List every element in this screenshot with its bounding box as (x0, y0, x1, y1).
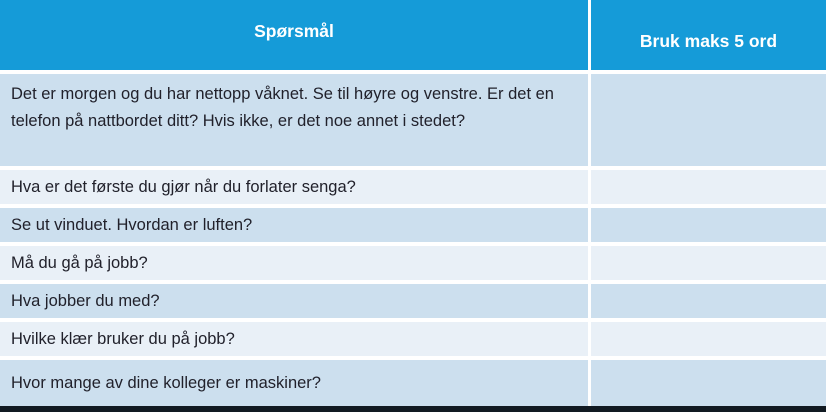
question-cell: Hvor mange av dine kolleger er maskiner? (0, 360, 588, 406)
answer-cell[interactable] (591, 246, 826, 280)
answer-cell[interactable] (591, 322, 826, 356)
answer-cell[interactable] (591, 360, 826, 406)
question-cell: Se ut vinduet. Hvordan er luften? (0, 208, 588, 242)
column-header-answers: Bruk maks 5 ord (591, 0, 826, 70)
table-row: Hva er det første du gjør når du forlate… (0, 170, 826, 204)
question-cell: Hva er det første du gjør når du forlate… (0, 170, 588, 204)
answer-cell[interactable] (591, 208, 826, 242)
table-row: Hva jobber du med? (0, 284, 826, 318)
answer-cell[interactable] (591, 284, 826, 318)
answer-cell[interactable] (591, 170, 826, 204)
table-row: Hvilke klær bruker du på jobb? (0, 322, 826, 356)
table-row: Må du gå på jobb? (0, 246, 826, 280)
question-cell: Det er morgen og du har nettopp våknet. … (0, 74, 588, 166)
question-cell: Må du gå på jobb? (0, 246, 588, 280)
table-row: Det er morgen og du har nettopp våknet. … (0, 74, 826, 166)
table-bottom-border (0, 406, 826, 412)
question-cell: Hva jobber du med? (0, 284, 588, 318)
table-row: Hvor mange av dine kolleger er maskiner? (0, 360, 826, 406)
table-row: Se ut vinduet. Hvordan er luften? (0, 208, 826, 242)
answer-cell[interactable] (591, 74, 826, 166)
question-cell: Hvilke klær bruker du på jobb? (0, 322, 588, 356)
column-header-questions: Spørsmål (0, 0, 588, 70)
table-header-row: Spørsmål Bruk maks 5 ord (0, 0, 826, 70)
